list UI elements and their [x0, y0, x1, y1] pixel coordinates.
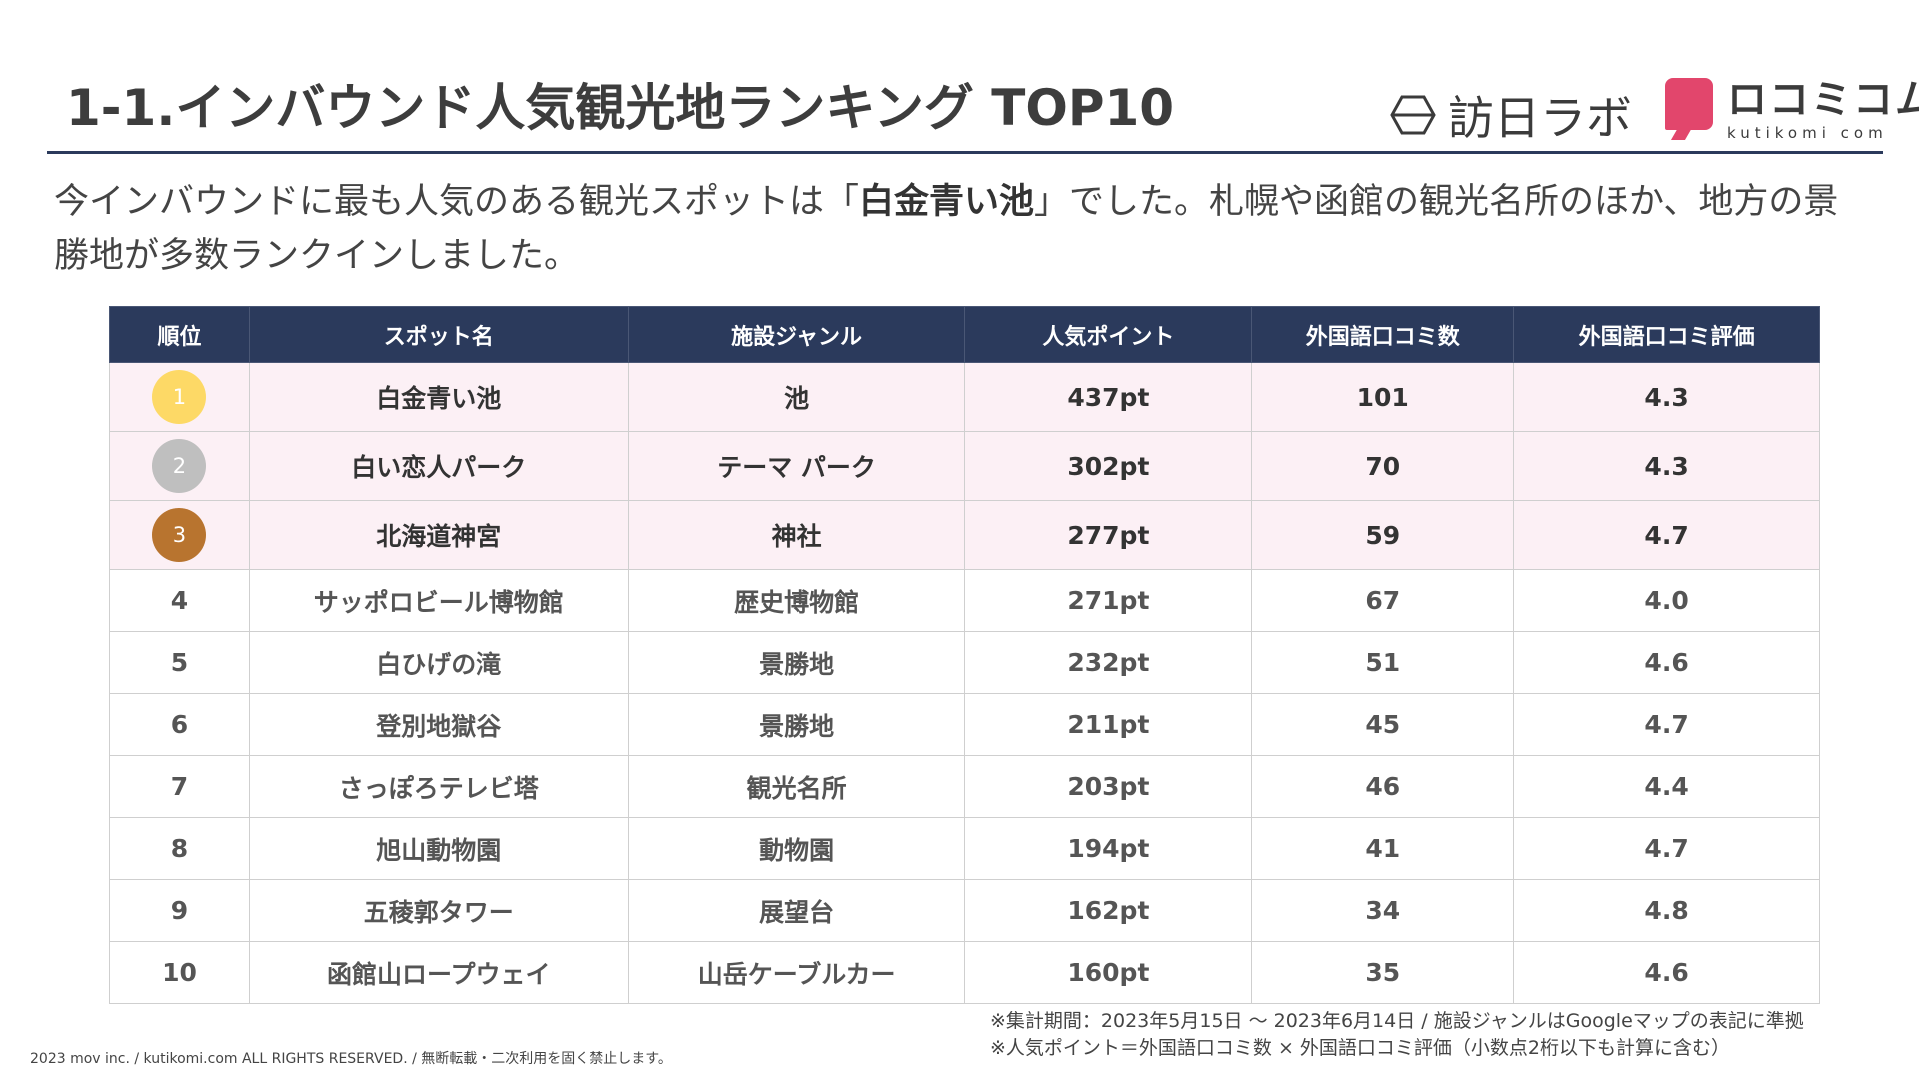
rating-cell: 4.8	[1513, 879, 1820, 942]
rank-cell: 2	[109, 431, 250, 501]
table-row: 8 旭山動物園 動物園 194pt 41 4.7	[109, 817, 1820, 880]
kutikomi-jp-text: ロコミコム	[1727, 77, 1919, 123]
rating-cell: 4.3	[1513, 431, 1820, 501]
spot-name-cell: 白金青い池	[248, 362, 629, 432]
header-review-rating: 外国語口コミ評価	[1513, 306, 1820, 363]
genre-cell: 観光名所	[627, 755, 966, 818]
rank-cell: 9	[109, 879, 250, 942]
review-count-cell: 51	[1251, 631, 1515, 694]
genre-cell: 景勝地	[627, 631, 966, 694]
footnote-period: ※集計期間：2023年5月15日 〜 2023年6月14日 / 施設ジャンルはG…	[990, 1010, 1804, 1032]
table-header-row: 順位 スポット名 施設ジャンル 人気ポイント 外国語口コミ数 外国語口コミ評価	[109, 306, 1820, 363]
genre-cell: 歴史博物館	[627, 569, 966, 632]
silver-medal-icon: 2	[152, 439, 207, 493]
rank-cell: 3	[109, 500, 250, 570]
table-row: 3 北海道神宮 神社 277pt 59 4.7	[109, 500, 1820, 570]
speech-bubble-icon	[1665, 78, 1713, 130]
rank-cell: 5	[109, 631, 250, 694]
header-spot-name: スポット名	[248, 306, 629, 363]
page-title: 1-1.インバウンド人気観光地ランキング TOP10	[66, 79, 1175, 137]
review-count-cell: 41	[1251, 817, 1515, 880]
review-count-cell: 59	[1251, 500, 1515, 570]
rank-cell: 1	[109, 362, 250, 432]
points-cell: 302pt	[964, 431, 1253, 501]
table-row: 5 白ひげの滝 景勝地 232pt 51 4.6	[109, 631, 1820, 694]
rating-cell: 4.7	[1513, 693, 1820, 756]
review-count-cell: 46	[1251, 755, 1515, 818]
genre-cell: 山岳ケーブルカー	[627, 941, 966, 1004]
lead-text-after: 」でした。札幌や函館の観光名所のほか、地方の景勝地が多数ランクインしました。	[54, 182, 1839, 276]
points-cell: 194pt	[964, 817, 1253, 880]
review-count-cell: 70	[1251, 431, 1515, 501]
kutikomi-en-text: kutikomi com	[1727, 124, 1888, 142]
genre-cell: 展望台	[627, 879, 966, 942]
title-divider	[47, 151, 1883, 154]
rank-cell: 7	[109, 755, 250, 818]
footnote-formula: ※人気ポイント＝外国語口コミ数 × 外国語口コミ評価（小数点2桁以下も計算に含む…	[990, 1037, 1731, 1059]
rating-cell: 4.6	[1513, 941, 1820, 1004]
points-cell: 437pt	[964, 362, 1253, 432]
header-review-count: 外国語口コミ数	[1251, 306, 1515, 363]
points-cell: 232pt	[964, 631, 1253, 694]
footnotes: ※集計期間：2023年5月15日 〜 2023年6月14日 / 施設ジャンルはG…	[990, 1008, 1804, 1062]
lead-text-before: 今インバウンドに最も人気のある観光スポットは「	[54, 182, 860, 222]
points-cell: 160pt	[964, 941, 1253, 1004]
review-count-cell: 34	[1251, 879, 1515, 942]
bronze-medal-icon: 3	[152, 508, 207, 562]
spot-name-cell: 旭山動物園	[248, 817, 629, 880]
spot-name-cell: 北海道神宮	[248, 500, 629, 570]
houjitsu-labo-logo: 訪日ラボ	[1390, 82, 1632, 148]
rating-cell: 4.7	[1513, 500, 1820, 570]
spot-name-cell: 登別地獄谷	[248, 693, 629, 756]
kutikomi-logo: ロコミコム kutikomi com	[1665, 78, 1919, 142]
spot-name-cell: 白ひげの滝	[248, 631, 629, 694]
spot-name-cell: さっぽろテレビ塔	[248, 755, 629, 818]
genre-cell: テーマ パーク	[627, 431, 966, 501]
table-row: 6 登別地獄谷 景勝地 211pt 45 4.7	[109, 693, 1820, 756]
points-cell: 271pt	[964, 569, 1253, 632]
lead-highlight: 白金青い池	[859, 182, 1035, 222]
ranking-table: 順位 スポット名 施設ジャンル 人気ポイント 外国語口コミ数 外国語口コミ評価 …	[109, 306, 1820, 1004]
table-row: 9 五稜郭タワー 展望台 162pt 34 4.8	[109, 879, 1820, 942]
houjitsu-labo-text: 訪日ラボ	[1448, 91, 1632, 145]
genre-cell: 景勝地	[627, 693, 966, 756]
rating-cell: 4.0	[1513, 569, 1820, 632]
points-cell: 162pt	[964, 879, 1253, 942]
points-cell: 277pt	[964, 500, 1253, 570]
points-cell: 211pt	[964, 693, 1253, 756]
table-row: 10 函館山ロープウェイ 山岳ケーブルカー 160pt 35 4.6	[109, 941, 1820, 1004]
rating-cell: 4.6	[1513, 631, 1820, 694]
rating-cell: 4.7	[1513, 817, 1820, 880]
genre-cell: 池	[627, 362, 966, 432]
rating-cell: 4.3	[1513, 362, 1820, 432]
review-count-cell: 101	[1251, 362, 1515, 432]
spot-name-cell: 函館山ロープウェイ	[248, 941, 629, 1004]
genre-cell: 動物園	[627, 817, 966, 880]
review-count-cell: 45	[1251, 693, 1515, 756]
rank-cell: 8	[109, 817, 250, 880]
review-count-cell: 35	[1251, 941, 1515, 1004]
rank-cell: 4	[109, 569, 250, 632]
genre-cell: 神社	[627, 500, 966, 570]
rank-cell: 10	[109, 941, 250, 1004]
table-row: 2 白い恋人パーク テーマ パーク 302pt 70 4.3	[109, 431, 1820, 501]
table-row: 7 さっぽろテレビ塔 観光名所 203pt 46 4.4	[109, 755, 1820, 818]
copyright-text: 2023 mov inc. / kutikomi.com ALL RIGHTS …	[30, 1051, 672, 1067]
review-count-cell: 67	[1251, 569, 1515, 632]
header-genre: 施設ジャンル	[627, 306, 966, 363]
hexagon-logo-icon	[1390, 95, 1436, 135]
header-rank: 順位	[109, 306, 250, 363]
header-points: 人気ポイント	[964, 306, 1253, 363]
lead-paragraph: 今インバウンドに最も人気のある観光スポットは「白金青い池」でした。札幌や函館の観…	[54, 175, 1854, 283]
points-cell: 203pt	[964, 755, 1253, 818]
spot-name-cell: 五稜郭タワー	[248, 879, 629, 942]
table-row: 1 白金青い池 池 437pt 101 4.3	[109, 362, 1820, 432]
rank-cell: 6	[109, 693, 250, 756]
gold-medal-icon: 1	[152, 370, 207, 424]
table-row: 4 サッポロビール博物館 歴史博物館 271pt 67 4.0	[109, 569, 1820, 632]
rating-cell: 4.4	[1513, 755, 1820, 818]
spot-name-cell: 白い恋人パーク	[248, 431, 629, 501]
spot-name-cell: サッポロビール博物館	[248, 569, 629, 632]
